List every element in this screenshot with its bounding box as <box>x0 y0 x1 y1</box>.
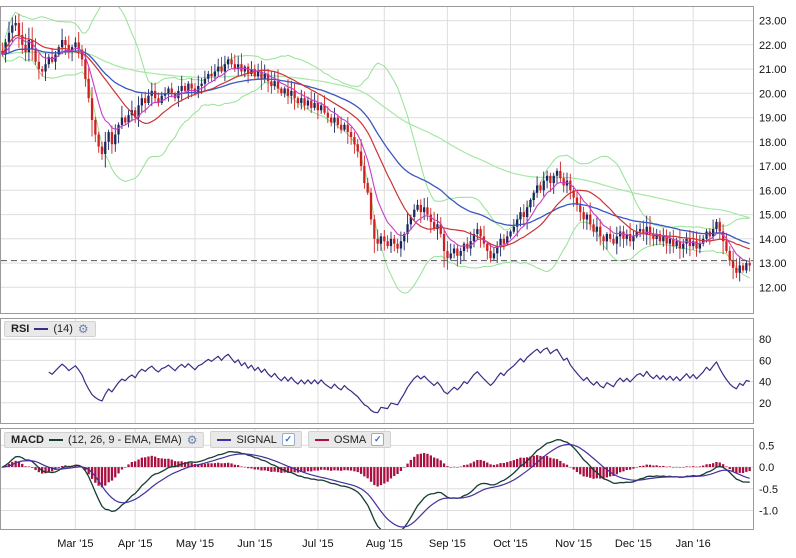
rsi-legend: RSI (14) ⚙ <box>4 321 96 337</box>
macd-line-swatch <box>49 438 63 441</box>
svg-text:40: 40 <box>759 377 771 389</box>
month-label: Jun '15 <box>237 538 273 550</box>
grid-layer <box>1 319 753 423</box>
svg-text:12.00: 12.00 <box>759 282 787 294</box>
panel-border <box>0 428 754 530</box>
signal-line-swatch <box>217 438 232 441</box>
osma-label: OSMA <box>333 433 367 446</box>
svg-text:22.00: 22.00 <box>759 40 787 52</box>
month-label: Oct '15 <box>493 538 528 550</box>
svg-text:14.00: 14.00 <box>759 234 787 246</box>
macd-plot-layer <box>1 439 751 529</box>
svg-text:17.00: 17.00 <box>759 161 787 173</box>
svg-text:20.00: 20.00 <box>759 88 787 100</box>
svg-text:15.00: 15.00 <box>759 210 787 222</box>
svg-text:21.00: 21.00 <box>759 64 787 76</box>
macd-legend: MACD (12, 26, 9 - EMA, EMA) ⚙ SIGNAL ✓ O… <box>4 431 392 448</box>
macd-line <box>1 439 750 529</box>
month-label: Jan '16 <box>675 538 711 550</box>
svg-text:0.0: 0.0 <box>759 462 774 474</box>
osma-swatch <box>314 438 329 441</box>
month-label: Nov '15 <box>555 538 593 550</box>
rsi-params: (14) <box>53 323 73 335</box>
bollinger-upper-line <box>1 7 750 231</box>
price-plot-layer <box>1 7 753 294</box>
y-axis-labels: 80 60 40 20 <box>759 334 771 410</box>
bollinger-lower-line <box>1 54 750 294</box>
macd-params: (12, 26, 9 - EMA, EMA) <box>68 433 182 446</box>
svg-text:16.00: 16.00 <box>759 185 787 197</box>
long-term-ma-line <box>2 51 750 219</box>
svg-text:-0.5: -0.5 <box>759 484 778 496</box>
macd-title: MACD <box>11 433 44 446</box>
osma-legend-chip: OSMA ✓ <box>307 431 392 448</box>
month-label: Apr '15 <box>117 538 153 550</box>
signal-label: SIGNAL <box>236 433 277 446</box>
mid-ma-line <box>1 34 750 250</box>
signal-line <box>2 443 750 528</box>
rsi-line <box>48 347 750 414</box>
month-label: Sep '15 <box>428 538 466 550</box>
month-label: Aug '15 <box>365 538 403 550</box>
svg-text:-1.0: -1.0 <box>759 506 778 518</box>
osma-checkbox[interactable]: ✓ <box>371 433 385 446</box>
y-axis-labels: 23.00 22.00 21.00 20.00 19.00 18.00 17.00 16.00… <box>759 16 787 295</box>
macd-legend-chip: MACD (12, 26, 9 - EMA, EMA) ⚙ <box>4 431 205 448</box>
svg-text:23.00: 23.00 <box>759 16 787 28</box>
slow-ma-line <box>2 48 750 245</box>
macd-settings-gear-icon[interactable]: ⚙ <box>186 432 198 447</box>
svg-text:60: 60 <box>759 355 771 367</box>
svg-text:19.00: 19.00 <box>759 113 787 125</box>
month-label: Dec '15 <box>614 538 652 550</box>
rsi-chart[interactable]: 80 60 40 20 <box>0 318 796 424</box>
candlestick-chart[interactable]: 23.00 22.00 21.00 20.00 19.00 18.00 17.00 16.00… <box>0 6 796 314</box>
rsi-legend-chip: RSI (14) ⚙ <box>4 321 96 337</box>
fast-ma-line <box>1 37 750 263</box>
macd-panel: MACD (12, 26, 9 - EMA, EMA) ⚙ SIGNAL ✓ O… <box>0 428 796 530</box>
month-label: Mar '15 <box>57 538 94 550</box>
svg-text:0.5: 0.5 <box>759 440 774 452</box>
signal-legend-chip: SIGNAL ✓ <box>210 431 302 448</box>
panel-border <box>0 318 754 424</box>
price-panel: 23.00 22.00 21.00 20.00 19.00 18.00 17.00 16.00… <box>0 6 796 314</box>
y-axis-labels: 0.5 0.0 -0.5 -1.0 <box>759 440 778 517</box>
svg-text:13.00: 13.00 <box>759 258 787 270</box>
month-label: Jul '15 <box>302 538 334 550</box>
rsi-settings-gear-icon[interactable]: ⚙ <box>77 322 89 336</box>
svg-text:18.00: 18.00 <box>759 137 787 149</box>
candles-layer <box>1 13 751 282</box>
signal-checkbox[interactable]: ✓ <box>281 433 295 446</box>
rsi-panel: RSI (14) ⚙ 80 60 40 20 <box>0 318 796 424</box>
month-label: May '15 <box>175 538 215 550</box>
svg-text:80: 80 <box>759 334 771 346</box>
osma-histogram-layer <box>1 453 751 488</box>
time-axis: Mar '15 Apr '15 May '15 Jun '15 Jul '15 Aug '… <box>0 532 796 554</box>
rsi-line-swatch <box>34 328 49 330</box>
rsi-title: RSI <box>11 323 30 335</box>
grid-layer <box>1 7 753 313</box>
panel-border <box>0 6 754 314</box>
svg-text:20: 20 <box>759 398 771 410</box>
